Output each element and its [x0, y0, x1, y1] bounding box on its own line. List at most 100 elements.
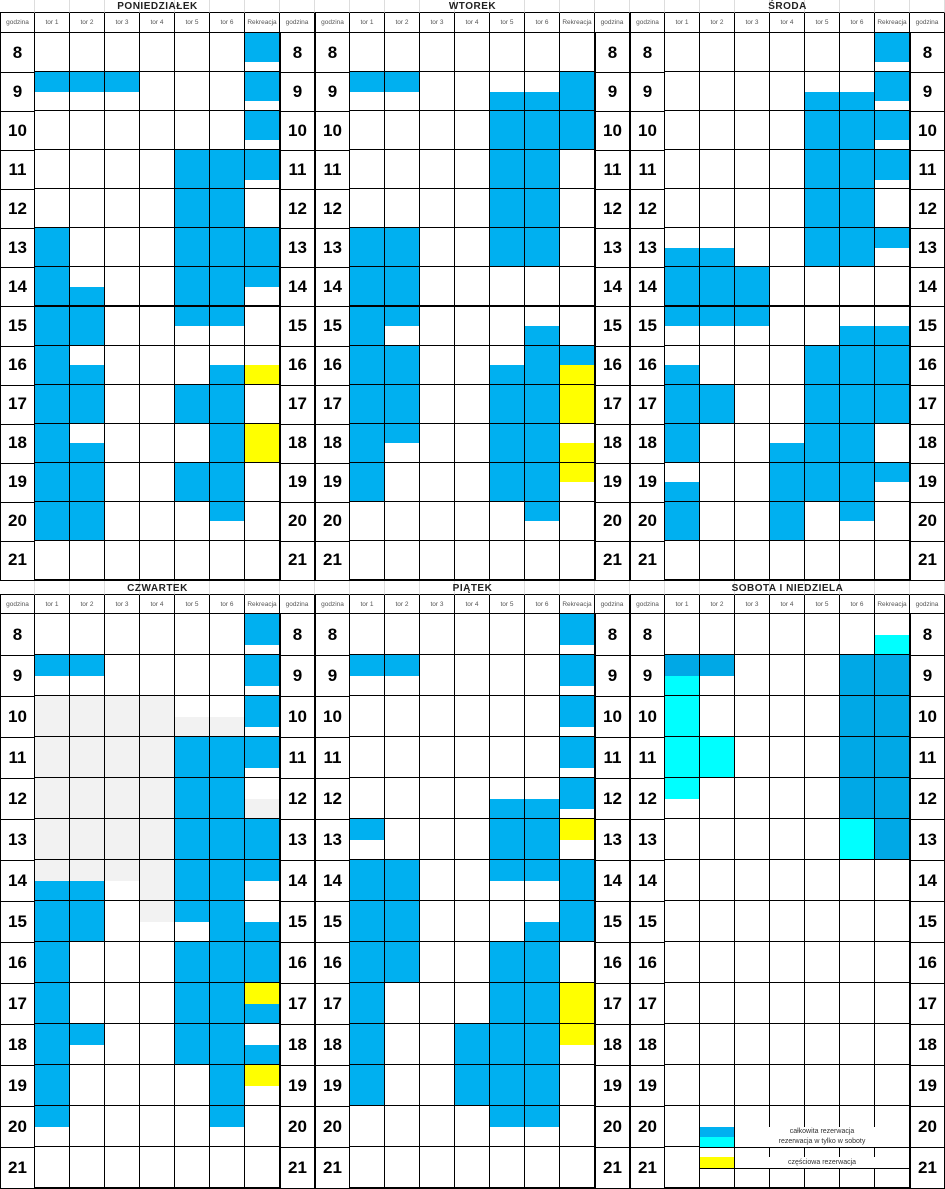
slot-full[interactable]: [245, 972, 280, 984]
slot-free[interactable]: [665, 972, 700, 984]
slot-free[interactable]: [70, 972, 105, 984]
slot-free[interactable]: [35, 570, 70, 581]
slot-free[interactable]: [105, 1177, 140, 1189]
slot-free[interactable]: [140, 1177, 175, 1189]
slot-free[interactable]: [420, 570, 455, 581]
slot-free[interactable]: [455, 1013, 490, 1025]
slot-free[interactable]: [420, 1136, 455, 1148]
slot-free[interactable]: [455, 767, 490, 779]
slot-free[interactable]: [385, 808, 420, 820]
slot-free[interactable]: [840, 1177, 875, 1189]
slot-partial[interactable]: [560, 1013, 595, 1025]
slot-unavailable[interactable]: [175, 726, 210, 738]
slot-free[interactable]: [350, 644, 385, 656]
slot-free[interactable]: [665, 890, 700, 902]
slot-free[interactable]: [105, 1095, 140, 1107]
slot-free[interactable]: [490, 685, 525, 697]
slot-free[interactable]: [490, 1177, 525, 1189]
slot-free[interactable]: [210, 1136, 245, 1148]
slot-full[interactable]: [70, 931, 105, 943]
slot-free[interactable]: [490, 767, 525, 779]
slot-full[interactable]: [490, 849, 525, 861]
slot-unavailable[interactable]: [140, 726, 175, 738]
slot-full[interactable]: [350, 1095, 385, 1107]
slot-full[interactable]: [560, 890, 595, 902]
slot-free[interactable]: [350, 1177, 385, 1189]
slot-free[interactable]: [350, 685, 385, 697]
slot-free[interactable]: [70, 685, 105, 697]
slot-free[interactable]: [455, 1136, 490, 1148]
slot-free[interactable]: [455, 570, 490, 581]
slot-free[interactable]: [350, 1136, 385, 1148]
slot-unavailable[interactable]: [140, 767, 175, 779]
slot-free[interactable]: [140, 1013, 175, 1025]
slot-full[interactable]: [525, 972, 560, 984]
slot-free[interactable]: [420, 685, 455, 697]
slot-free[interactable]: [350, 767, 385, 779]
slot-free[interactable]: [105, 644, 140, 656]
slot-full[interactable]: [245, 1054, 280, 1066]
slot-free[interactable]: [140, 1136, 175, 1148]
slot-free[interactable]: [560, 1095, 595, 1107]
slot-free[interactable]: [245, 1095, 280, 1107]
slot-unavailable[interactable]: [140, 890, 175, 902]
slot-full[interactable]: [175, 1013, 210, 1025]
slot-free[interactable]: [420, 972, 455, 984]
slot-free[interactable]: [35, 685, 70, 697]
slot-full[interactable]: [525, 849, 560, 861]
slot-free[interactable]: [525, 726, 560, 738]
slot-free[interactable]: [735, 1177, 770, 1189]
slot-free[interactable]: [420, 808, 455, 820]
slot-free[interactable]: [455, 972, 490, 984]
slot-unavailable[interactable]: [105, 808, 140, 820]
slot-free[interactable]: [700, 570, 735, 581]
slot-free[interactable]: [385, 767, 420, 779]
slot-free[interactable]: [385, 685, 420, 697]
slot-free[interactable]: [140, 644, 175, 656]
slot-free[interactable]: [105, 685, 140, 697]
slot-free[interactable]: [175, 644, 210, 656]
slot-free[interactable]: [805, 1177, 840, 1189]
slot-free[interactable]: [455, 931, 490, 943]
slot-free[interactable]: [105, 1136, 140, 1148]
slot-free[interactable]: [525, 890, 560, 902]
slot-full[interactable]: [210, 767, 245, 779]
slot-free[interactable]: [175, 1177, 210, 1189]
slot-free[interactable]: [560, 570, 595, 581]
slot-free[interactable]: [140, 1054, 175, 1066]
slot-free[interactable]: [385, 1136, 420, 1148]
slot-free[interactable]: [105, 931, 140, 943]
slot-full[interactable]: [525, 1013, 560, 1025]
slot-free[interactable]: [560, 1177, 595, 1189]
slot-free[interactable]: [455, 726, 490, 738]
slot-free[interactable]: [560, 849, 595, 861]
slot-free[interactable]: [350, 808, 385, 820]
slot-free[interactable]: [350, 570, 385, 581]
slot-free[interactable]: [560, 1136, 595, 1148]
slot-free[interactable]: [140, 685, 175, 697]
slot-free[interactable]: [210, 685, 245, 697]
slot-full[interactable]: [490, 1054, 525, 1066]
slot-free[interactable]: [490, 726, 525, 738]
slot-free[interactable]: [210, 1177, 245, 1189]
slot-full[interactable]: [560, 931, 595, 943]
slot-free[interactable]: [35, 1177, 70, 1189]
slot-free[interactable]: [385, 1013, 420, 1025]
slot-free[interactable]: [420, 890, 455, 902]
slot-free[interactable]: [245, 726, 280, 738]
slot-free[interactable]: [700, 1177, 735, 1189]
slot-full[interactable]: [35, 890, 70, 902]
slot-free[interactable]: [70, 1013, 105, 1025]
slot-full[interactable]: [350, 1054, 385, 1066]
slot-free[interactable]: [455, 1177, 490, 1189]
slot-saturday-only[interactable]: [665, 726, 700, 738]
slot-free[interactable]: [735, 570, 770, 581]
slot-full[interactable]: [35, 1095, 70, 1107]
slot-free[interactable]: [350, 726, 385, 738]
slot-free[interactable]: [560, 767, 595, 779]
slot-full[interactable]: [350, 972, 385, 984]
slot-unavailable[interactable]: [70, 808, 105, 820]
slot-free[interactable]: [455, 808, 490, 820]
slot-free[interactable]: [70, 1095, 105, 1107]
slot-free[interactable]: [875, 570, 910, 581]
